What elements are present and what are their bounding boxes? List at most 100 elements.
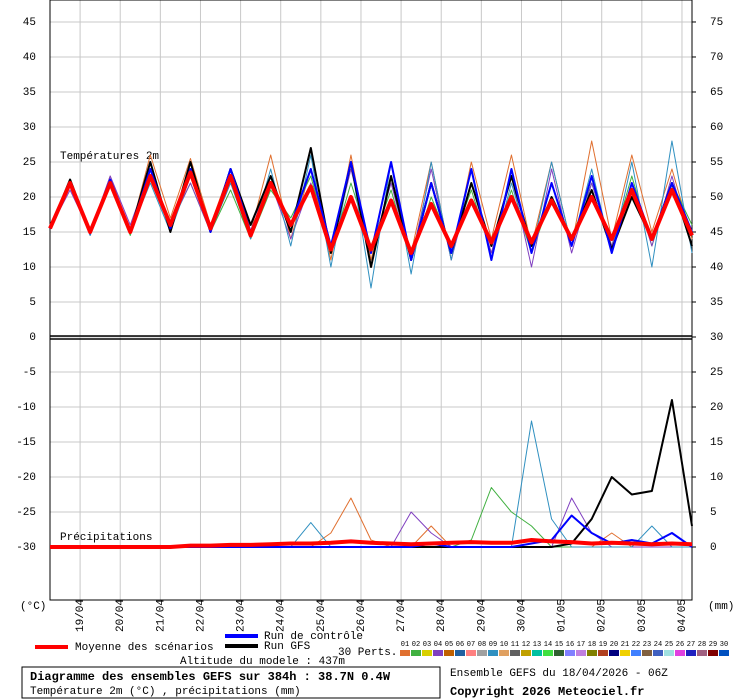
temperature-line	[48, 170, 694, 255]
temperature-line	[49, 140, 693, 261]
perturbation-swatch	[598, 650, 608, 656]
y-tick-label: 0	[29, 332, 36, 344]
perturbation-code: 29	[709, 641, 717, 649]
y2-tick-label: 55	[710, 157, 723, 169]
x-tick-label: 27/04	[396, 599, 408, 632]
perturbation-swatch	[675, 650, 685, 656]
x-tick-label: 24/04	[276, 599, 288, 632]
y-tick-label: 5	[29, 297, 36, 309]
temperature-line	[49, 140, 693, 289]
temperature-line	[49, 146, 693, 268]
perturbation-swatch	[532, 650, 542, 656]
y2-tick-label: 5	[710, 507, 717, 519]
perturbation-swatch	[499, 650, 509, 656]
y2-tick-label: 0	[710, 542, 717, 554]
perturbation-code: 24	[654, 641, 662, 649]
perturbation-code: 07	[467, 641, 475, 649]
y2-tick-label: 30	[710, 332, 723, 344]
y2-tick-label: 35	[710, 297, 723, 309]
y2-tick-label: 25	[710, 367, 723, 379]
x-tick-label: 26/04	[356, 599, 368, 632]
legend-label: Run GFS	[264, 641, 311, 653]
perturbation-swatch	[576, 650, 586, 656]
precipitation-line	[50, 399, 693, 549]
perturbation-swatch	[433, 650, 443, 656]
y-tick-label: -15	[16, 437, 36, 449]
altitude: Altitude du modele : 437m	[180, 656, 345, 668]
perturbation-swatch	[642, 650, 652, 656]
perturbation-code: 22	[632, 641, 640, 649]
y2-tick-label: 65	[710, 87, 723, 99]
perturbations-label: 30 Perts.	[338, 647, 397, 659]
x-tick-label: 21/04	[155, 599, 167, 632]
y2-tick-label: 40	[710, 262, 723, 274]
y2-tick-label: 70	[710, 52, 723, 64]
perturbation-swatch	[400, 650, 410, 656]
x-tick-label: 19/04	[75, 599, 87, 632]
perturbation-swatch	[554, 650, 564, 656]
perturbation-code: 20	[610, 641, 618, 649]
y2-tick-label: 15	[710, 437, 723, 449]
perturbation-swatch	[609, 650, 619, 656]
perturbation-swatch	[455, 650, 465, 656]
perturbation-code: 02	[412, 641, 420, 649]
perturbation-code: 21	[621, 641, 629, 649]
y-tick-label: -5	[23, 367, 36, 379]
temperature-label: Températures 2m	[60, 151, 159, 163]
perturbation-swatch	[587, 650, 597, 656]
y-tick-label: 30	[23, 122, 36, 134]
x-tick-label: 30/04	[516, 599, 528, 632]
precipitation-line	[50, 420, 692, 548]
perturbation-swatch	[620, 650, 630, 656]
perturbation-swatch	[719, 650, 729, 656]
perturbation-swatch	[521, 650, 531, 656]
perturbation-swatch	[444, 650, 454, 656]
perturbation-swatch	[477, 650, 487, 656]
y2-tick-label: 10	[710, 472, 723, 484]
perturbation-code: 04	[434, 641, 442, 649]
precipitation-line	[50, 538, 693, 550]
perturbation-code: 30	[720, 641, 728, 649]
perturbation-swatch	[708, 650, 718, 656]
y-tick-label: -10	[16, 402, 36, 414]
perturbation-code: 13	[533, 641, 541, 649]
copyright: Copyright 2026 Meteociel.fr	[450, 685, 644, 699]
perturbation-swatch	[631, 650, 641, 656]
y-tick-label: 35	[23, 87, 36, 99]
perturbation-code: 11	[511, 641, 519, 649]
perturbation-code: 15	[555, 641, 563, 649]
perturbation-swatch	[466, 650, 476, 656]
subtitle: Température 2m (°C) , précipitations (mm…	[30, 686, 301, 698]
perturbation-code: 23	[643, 641, 651, 649]
y-tick-label: 10	[23, 262, 36, 274]
perturbation-code: 26	[676, 641, 684, 649]
perturbation-swatch	[510, 650, 520, 656]
perturbation-swatch	[653, 650, 663, 656]
perturbation-swatch	[565, 650, 575, 656]
y-tick-label: 45	[23, 17, 36, 29]
y-tick-label: 15	[23, 227, 36, 239]
x-tick-label: 04/05	[677, 599, 689, 632]
y-tick-label: -25	[16, 507, 36, 519]
y-tick-label: 40	[23, 52, 36, 64]
perturbation-code: 10	[500, 641, 508, 649]
y2-tick-label: 75	[710, 17, 723, 29]
perturbation-code: 25	[665, 641, 673, 649]
precipitation-label: Précipitations	[60, 532, 152, 544]
y-unit: (°C)	[20, 601, 46, 613]
y2-tick-label: 20	[710, 402, 723, 414]
perturbation-swatch	[488, 650, 498, 656]
perturbation-swatch	[664, 650, 674, 656]
perturbation-swatch	[543, 650, 553, 656]
legend-label: Run de contrôle	[264, 631, 363, 643]
perturbation-code: 09	[489, 641, 497, 649]
perturbation-code: 18	[588, 641, 596, 649]
x-tick-label: 23/04	[236, 599, 248, 632]
x-tick-label: 25/04	[316, 599, 328, 632]
x-tick-label: 28/04	[436, 599, 448, 632]
perturbation-code: 27	[687, 641, 695, 649]
y2-tick-label: 60	[710, 122, 723, 134]
perturbation-swatch	[411, 650, 421, 656]
perturbation-code: 12	[522, 641, 530, 649]
